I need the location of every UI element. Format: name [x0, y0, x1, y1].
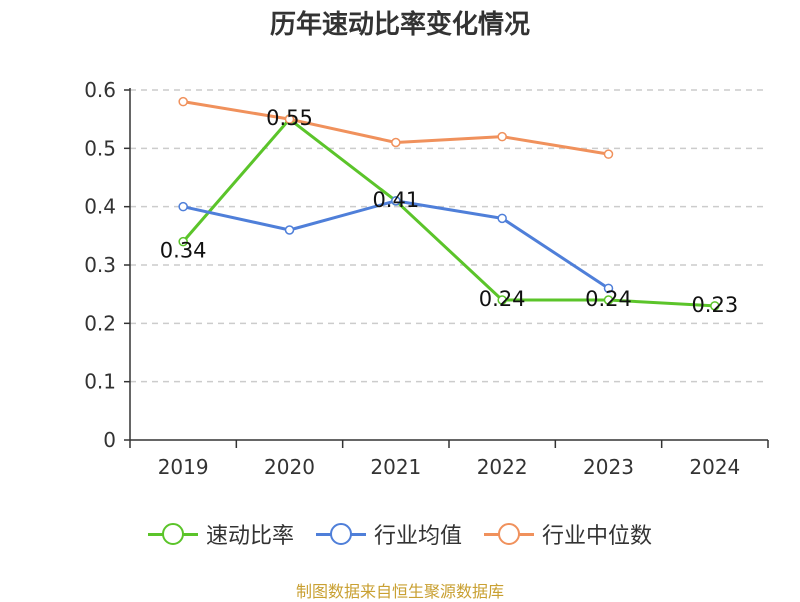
legend-item-industry-mean[interactable]: 行业均值: [315, 518, 462, 550]
data-point-industry-median: [497, 131, 507, 142]
data-label: 0.34: [160, 239, 207, 263]
data-label: 0.24: [479, 287, 526, 311]
data-point-industry-mean: [284, 225, 295, 235]
x-tick-label: 2021: [370, 455, 421, 479]
legend-item-industry-median[interactable]: 行业中位数: [484, 518, 652, 550]
legend-item-quick-ratio[interactable]: 速动比率: [147, 518, 294, 550]
legend-swatch-industry-mean: [315, 523, 366, 545]
data-point-industry-median: [603, 149, 614, 159]
data-point-quick-ratio: [603, 295, 614, 305]
data-point-quick-ratio: [497, 295, 507, 305]
data-point-industry-mean: [497, 213, 507, 224]
data-point-quick-ratio: [710, 301, 720, 311]
data-label: 0.23: [691, 293, 738, 317]
y-tick-label: 0.2: [84, 311, 116, 335]
data-point-industry-median: [391, 137, 401, 148]
data-point-industry-median: [178, 96, 188, 107]
data-label: 0.41: [372, 188, 419, 212]
x-tick-label: 2019: [158, 455, 209, 479]
y-tick-label: 0.5: [84, 136, 116, 160]
x-tick-label: 2023: [583, 455, 634, 479]
data-point-industry-median: [284, 114, 295, 124]
x-tick-label: 2020: [264, 455, 315, 479]
source-note: 制图数据来自恒生聚源数据库: [295, 582, 504, 601]
legend-label-quick-ratio: 速动比率: [205, 524, 294, 549]
legend-swatch-quick-ratio: [147, 523, 198, 545]
y-tick-label: 0.4: [84, 195, 116, 219]
legend-label-industry-median: 行业中位数: [542, 524, 653, 549]
x-tick-label: 2022: [477, 455, 528, 479]
y-tick-label: 0.3: [84, 253, 116, 277]
x-tick-label: 2024: [689, 455, 740, 479]
legend-swatch-industry-median: [484, 523, 534, 545]
y-tick-label: 0.6: [84, 78, 116, 102]
data-point-quick-ratio: [178, 236, 188, 247]
y-tick-label: 0.1: [84, 370, 116, 394]
data-label: 0.55: [266, 106, 313, 130]
series-line-industry-mean: [182, 199, 610, 290]
chart-title: 历年速动比率变化情况: [269, 10, 530, 40]
data-label: 0.24: [585, 287, 632, 311]
legend: 速动比率 行业均值 行业中位数: [0, 518, 800, 550]
data-point-industry-mean: [603, 283, 614, 294]
legend-label-industry-mean: 行业均值: [373, 524, 462, 549]
series-line-quick-ratio: [182, 117, 715, 308]
y-tick-label: 0: [103, 428, 116, 452]
data-point-industry-mean: [178, 201, 188, 212]
data-point-industry-mean: [391, 196, 401, 206]
